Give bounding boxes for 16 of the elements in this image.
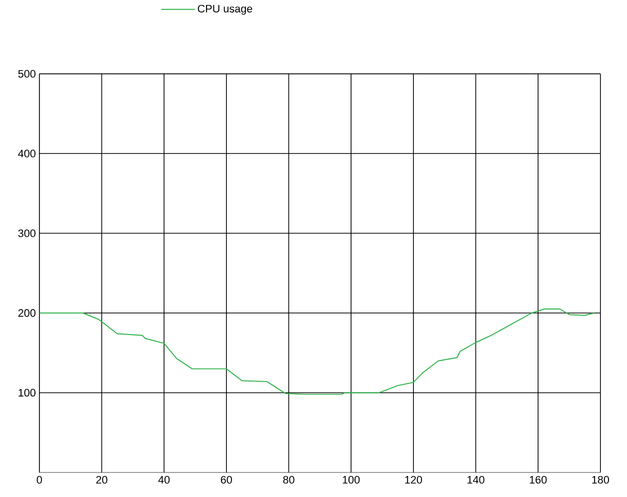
x-tick-label: 140 (468, 476, 484, 484)
x-tick-label: 80 (283, 476, 294, 484)
legend-label: CPU usage (198, 4, 252, 15)
y-tick-label: 400 (18, 150, 36, 158)
y-tick-label: 500 (18, 70, 36, 78)
y-tick-label: 300 (18, 229, 36, 238)
x-tick-label: 160 (530, 476, 547, 484)
x-tick-label: 0 (36, 476, 42, 484)
x-tick-label: 60 (220, 476, 232, 484)
x-tick-label: 20 (96, 476, 108, 484)
y-tick-label: 200 (18, 309, 36, 317)
x-tick-label: 100 (342, 476, 360, 484)
x-tick-label: 40 (158, 476, 170, 484)
x-tick-label: 180 (592, 476, 610, 484)
x-tick-label: 120 (405, 476, 422, 484)
y-tick-label: 100 (18, 388, 36, 397)
